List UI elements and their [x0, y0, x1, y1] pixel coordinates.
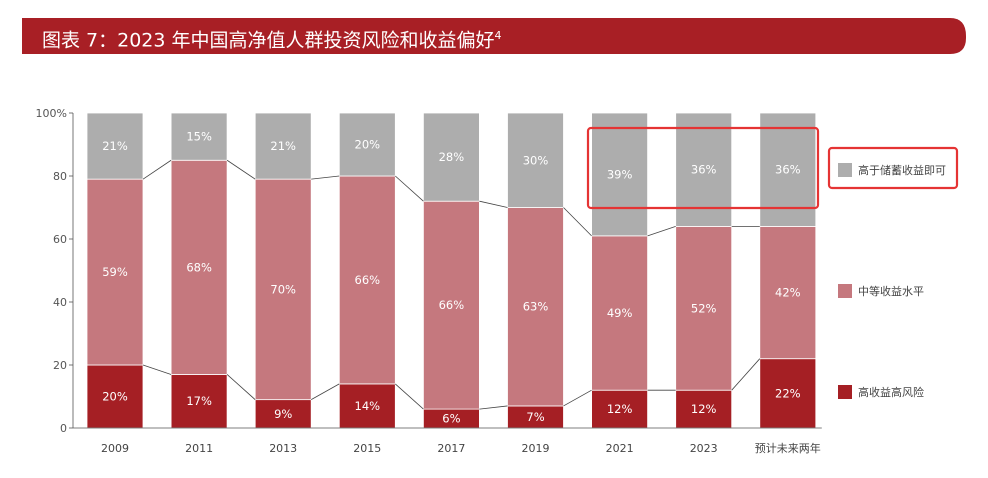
highlight-box — [586, 126, 820, 210]
data-label: 63% — [523, 300, 549, 314]
data-label: 6% — [442, 412, 460, 426]
y-tick-label: 0 — [60, 422, 67, 435]
data-label: 21% — [102, 139, 128, 153]
bar-segment — [591, 389, 648, 429]
bar-segment — [422, 200, 480, 410]
x-tick-label: 2013 — [269, 442, 297, 455]
x-tick-label: 2015 — [353, 442, 381, 455]
title-banner-shape — [22, 18, 966, 54]
data-label: 12% — [691, 402, 717, 416]
bar-segment — [170, 374, 228, 429]
legend-label: 中等收益水平 — [858, 284, 924, 298]
data-label: 12% — [607, 402, 633, 416]
data-label: 49% — [607, 306, 633, 320]
data-label: 66% — [355, 273, 381, 287]
chart-title: 图表 7：2023 年中国高净值人群投资风险和收益偏好4 — [42, 29, 502, 52]
connector-line — [563, 207, 592, 237]
data-label: 68% — [186, 260, 212, 274]
connector-line — [731, 358, 761, 391]
bar-segment — [507, 207, 564, 407]
connector-line — [563, 389, 592, 407]
legend-highlight-box — [827, 146, 959, 190]
connector-line — [647, 226, 676, 237]
bar-segment — [86, 112, 144, 180]
x-tick-label: 2017 — [437, 442, 465, 455]
bar-segment — [86, 364, 144, 429]
data-label: 15% — [186, 130, 212, 144]
connector-line — [395, 175, 424, 202]
data-label: 17% — [186, 394, 212, 408]
data-label: 70% — [270, 282, 296, 296]
connector-line — [479, 405, 508, 410]
x-tick-label: 2011 — [185, 442, 213, 455]
x-tick-label: 预计未来两年 — [755, 441, 821, 455]
data-label: 30% — [523, 153, 549, 167]
bar-segment — [591, 112, 648, 237]
data-label: 28% — [439, 150, 465, 164]
bar-segment — [338, 175, 396, 385]
data-label: 59% — [102, 265, 128, 279]
bar-segment — [675, 225, 733, 391]
bar-segment — [422, 112, 480, 202]
x-tick-label: 2021 — [606, 442, 634, 455]
bar-segment — [338, 112, 396, 177]
legend-swatch — [838, 163, 852, 177]
bar-segment — [170, 159, 228, 375]
data-label: 20% — [102, 390, 128, 404]
bar-segment — [507, 112, 564, 208]
data-label: 39% — [607, 167, 633, 181]
bar-segment — [759, 358, 817, 429]
y-tick-label: 100% — [36, 107, 67, 120]
data-label: 42% — [775, 286, 801, 300]
connector-line — [142, 364, 172, 375]
data-label: 66% — [439, 298, 465, 312]
connector-line — [311, 175, 340, 180]
footnote-mark: 4 — [494, 29, 502, 42]
data-label: 14% — [355, 399, 381, 413]
y-tick-label: 60 — [53, 233, 67, 246]
bar-segment — [170, 112, 228, 161]
data-label: 22% — [775, 386, 801, 400]
bar-segment — [254, 112, 312, 180]
bar-segment — [759, 225, 817, 360]
connector-line — [226, 374, 256, 400]
connector-line — [142, 159, 172, 180]
legend-swatch — [838, 284, 852, 298]
connector-line — [226, 159, 256, 180]
legend-swatch — [838, 385, 852, 399]
bar-segment — [591, 235, 648, 391]
data-label: 7% — [526, 410, 544, 424]
y-tick-label: 40 — [53, 296, 67, 309]
data-label: 21% — [270, 139, 296, 153]
legend-label: 高收益高风险 — [858, 385, 924, 399]
connector-line — [479, 200, 508, 208]
data-label: 20% — [355, 138, 381, 152]
data-label: 36% — [691, 163, 717, 177]
connector-line — [395, 383, 424, 410]
legend-label: 高于储蓄收益即可 — [858, 163, 946, 177]
x-tick-label: 2009 — [101, 442, 129, 455]
x-tick-label: 2023 — [690, 442, 718, 455]
y-tick-label: 80 — [53, 170, 67, 183]
data-label: 9% — [274, 407, 292, 421]
y-tick-label: 20 — [53, 359, 67, 372]
x-tick-label: 2019 — [522, 442, 550, 455]
title-banner: 图表 7：2023 年中国高净值人群投资风险和收益偏好4 — [22, 18, 966, 54]
bar-segment — [338, 383, 396, 429]
connector-line — [311, 383, 340, 400]
bar-segment — [86, 178, 144, 366]
data-label: 36% — [775, 163, 801, 177]
data-label: 52% — [691, 301, 717, 315]
